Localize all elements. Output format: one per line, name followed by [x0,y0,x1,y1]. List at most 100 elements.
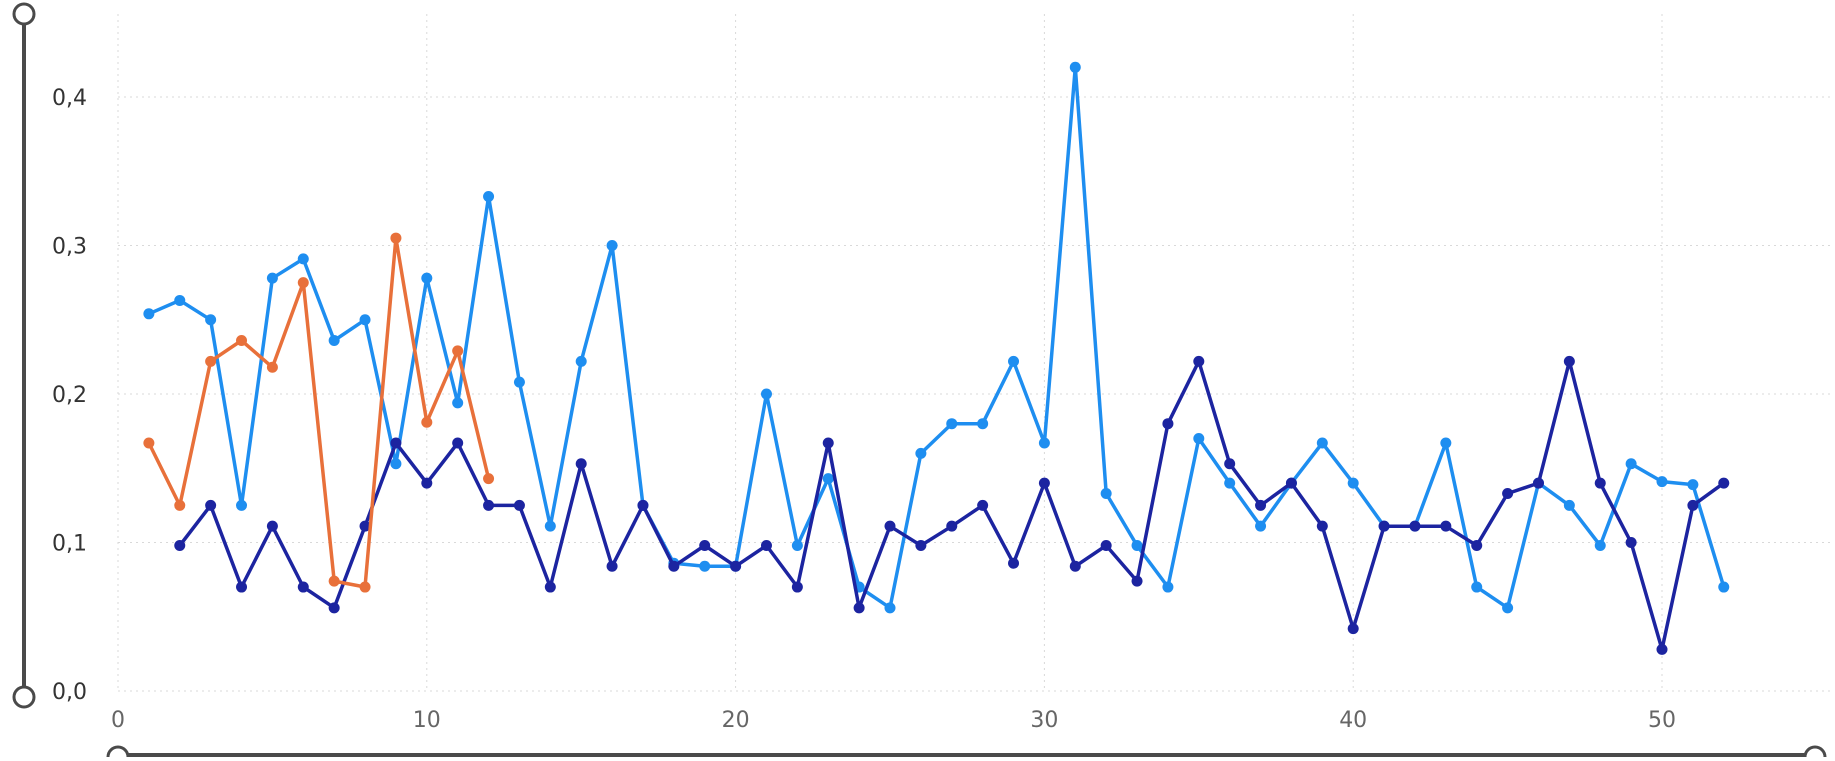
data-point [575,355,587,367]
data-point [174,539,186,551]
series-line [147,236,491,589]
y-range-handle-bottom[interactable] [12,685,36,709]
data-point [1563,355,1575,367]
data-point [1532,477,1544,489]
data-point [1718,477,1730,489]
data-point [174,499,186,511]
data-point [1193,433,1205,445]
series-line [178,359,1725,652]
data-point [236,581,248,593]
data-point [699,560,711,572]
y-range-handle-top[interactable] [12,2,36,26]
data-point [1718,581,1730,593]
data-point [421,477,433,489]
y-tick-label: 0,3 [52,235,87,260]
data-point [390,437,402,449]
data-point [1285,477,1297,489]
data-point [143,437,155,449]
data-point [1100,539,1112,551]
data-point [946,418,958,430]
data-point [1440,520,1452,532]
data-point [606,560,618,572]
y-tick-label: 0,1 [52,532,87,557]
data-point [544,520,556,532]
data-point [297,581,309,593]
data-point [1378,520,1390,532]
data-point [236,335,248,347]
x-tick-label: 50 [1648,708,1676,733]
data-point [1594,539,1606,551]
data-point [452,437,464,449]
data-point [452,345,464,357]
data-point [390,232,402,244]
data-point [1008,355,1020,367]
grid [117,14,1832,692]
data-point [1193,355,1205,367]
y-axis: 0,0 0,1 0,2 0,3 0,4 [52,86,87,705]
data-point [1471,581,1483,593]
series-2 [174,355,1730,655]
data-point [1255,520,1267,532]
data-point [1069,61,1081,73]
data-point [513,376,525,388]
data-point [359,314,371,326]
data-point [421,416,433,428]
data-point [1502,602,1514,614]
data-point [575,458,587,470]
data-point [1131,575,1143,587]
series-group [143,61,1730,655]
data-point [266,361,278,373]
range-sliders[interactable] [12,2,1827,761]
data-point [1255,499,1267,511]
data-point [174,294,186,306]
y-tick-label: 0,0 [52,680,87,705]
x-tick-label: 0 [111,708,125,733]
data-point [1594,477,1606,489]
data-point [1224,477,1236,489]
data-point [1625,537,1637,548]
x-range-handle-left[interactable] [106,745,130,761]
data-point [236,499,248,511]
data-point [730,560,742,572]
data-point [483,499,495,511]
data-point [143,308,155,320]
data-point [1687,479,1699,491]
data-point [205,355,217,367]
data-point [1656,476,1668,488]
data-point [359,520,371,532]
series-1 [143,61,1730,614]
data-point [1409,520,1421,532]
x-tick-label: 30 [1030,708,1058,733]
data-point [853,602,865,614]
data-point [884,520,896,532]
data-point [1471,539,1483,551]
data-point [266,520,278,532]
data-point [915,539,927,551]
data-point [452,397,464,409]
x-range-handle-right[interactable] [1803,745,1827,761]
data-point [1347,623,1359,635]
data-point [760,388,772,400]
x-tick-label: 10 [413,708,441,733]
data-point [1038,477,1050,489]
data-point [946,520,958,532]
data-point [1316,437,1328,449]
data-point [1162,418,1174,430]
data-point [1131,539,1143,551]
data-point [297,277,309,289]
data-point [328,602,340,614]
x-tick-label: 20 [722,708,750,733]
data-point [1316,520,1328,532]
data-point [1100,487,1112,499]
x-tick-label: 40 [1339,708,1367,733]
data-point [822,473,834,485]
data-point [1347,477,1359,489]
data-point [977,418,989,430]
data-point [359,581,371,593]
data-point [205,314,217,326]
data-point [1625,458,1637,470]
data-point [637,499,649,511]
series-line [148,65,1726,610]
data-point [977,499,989,511]
